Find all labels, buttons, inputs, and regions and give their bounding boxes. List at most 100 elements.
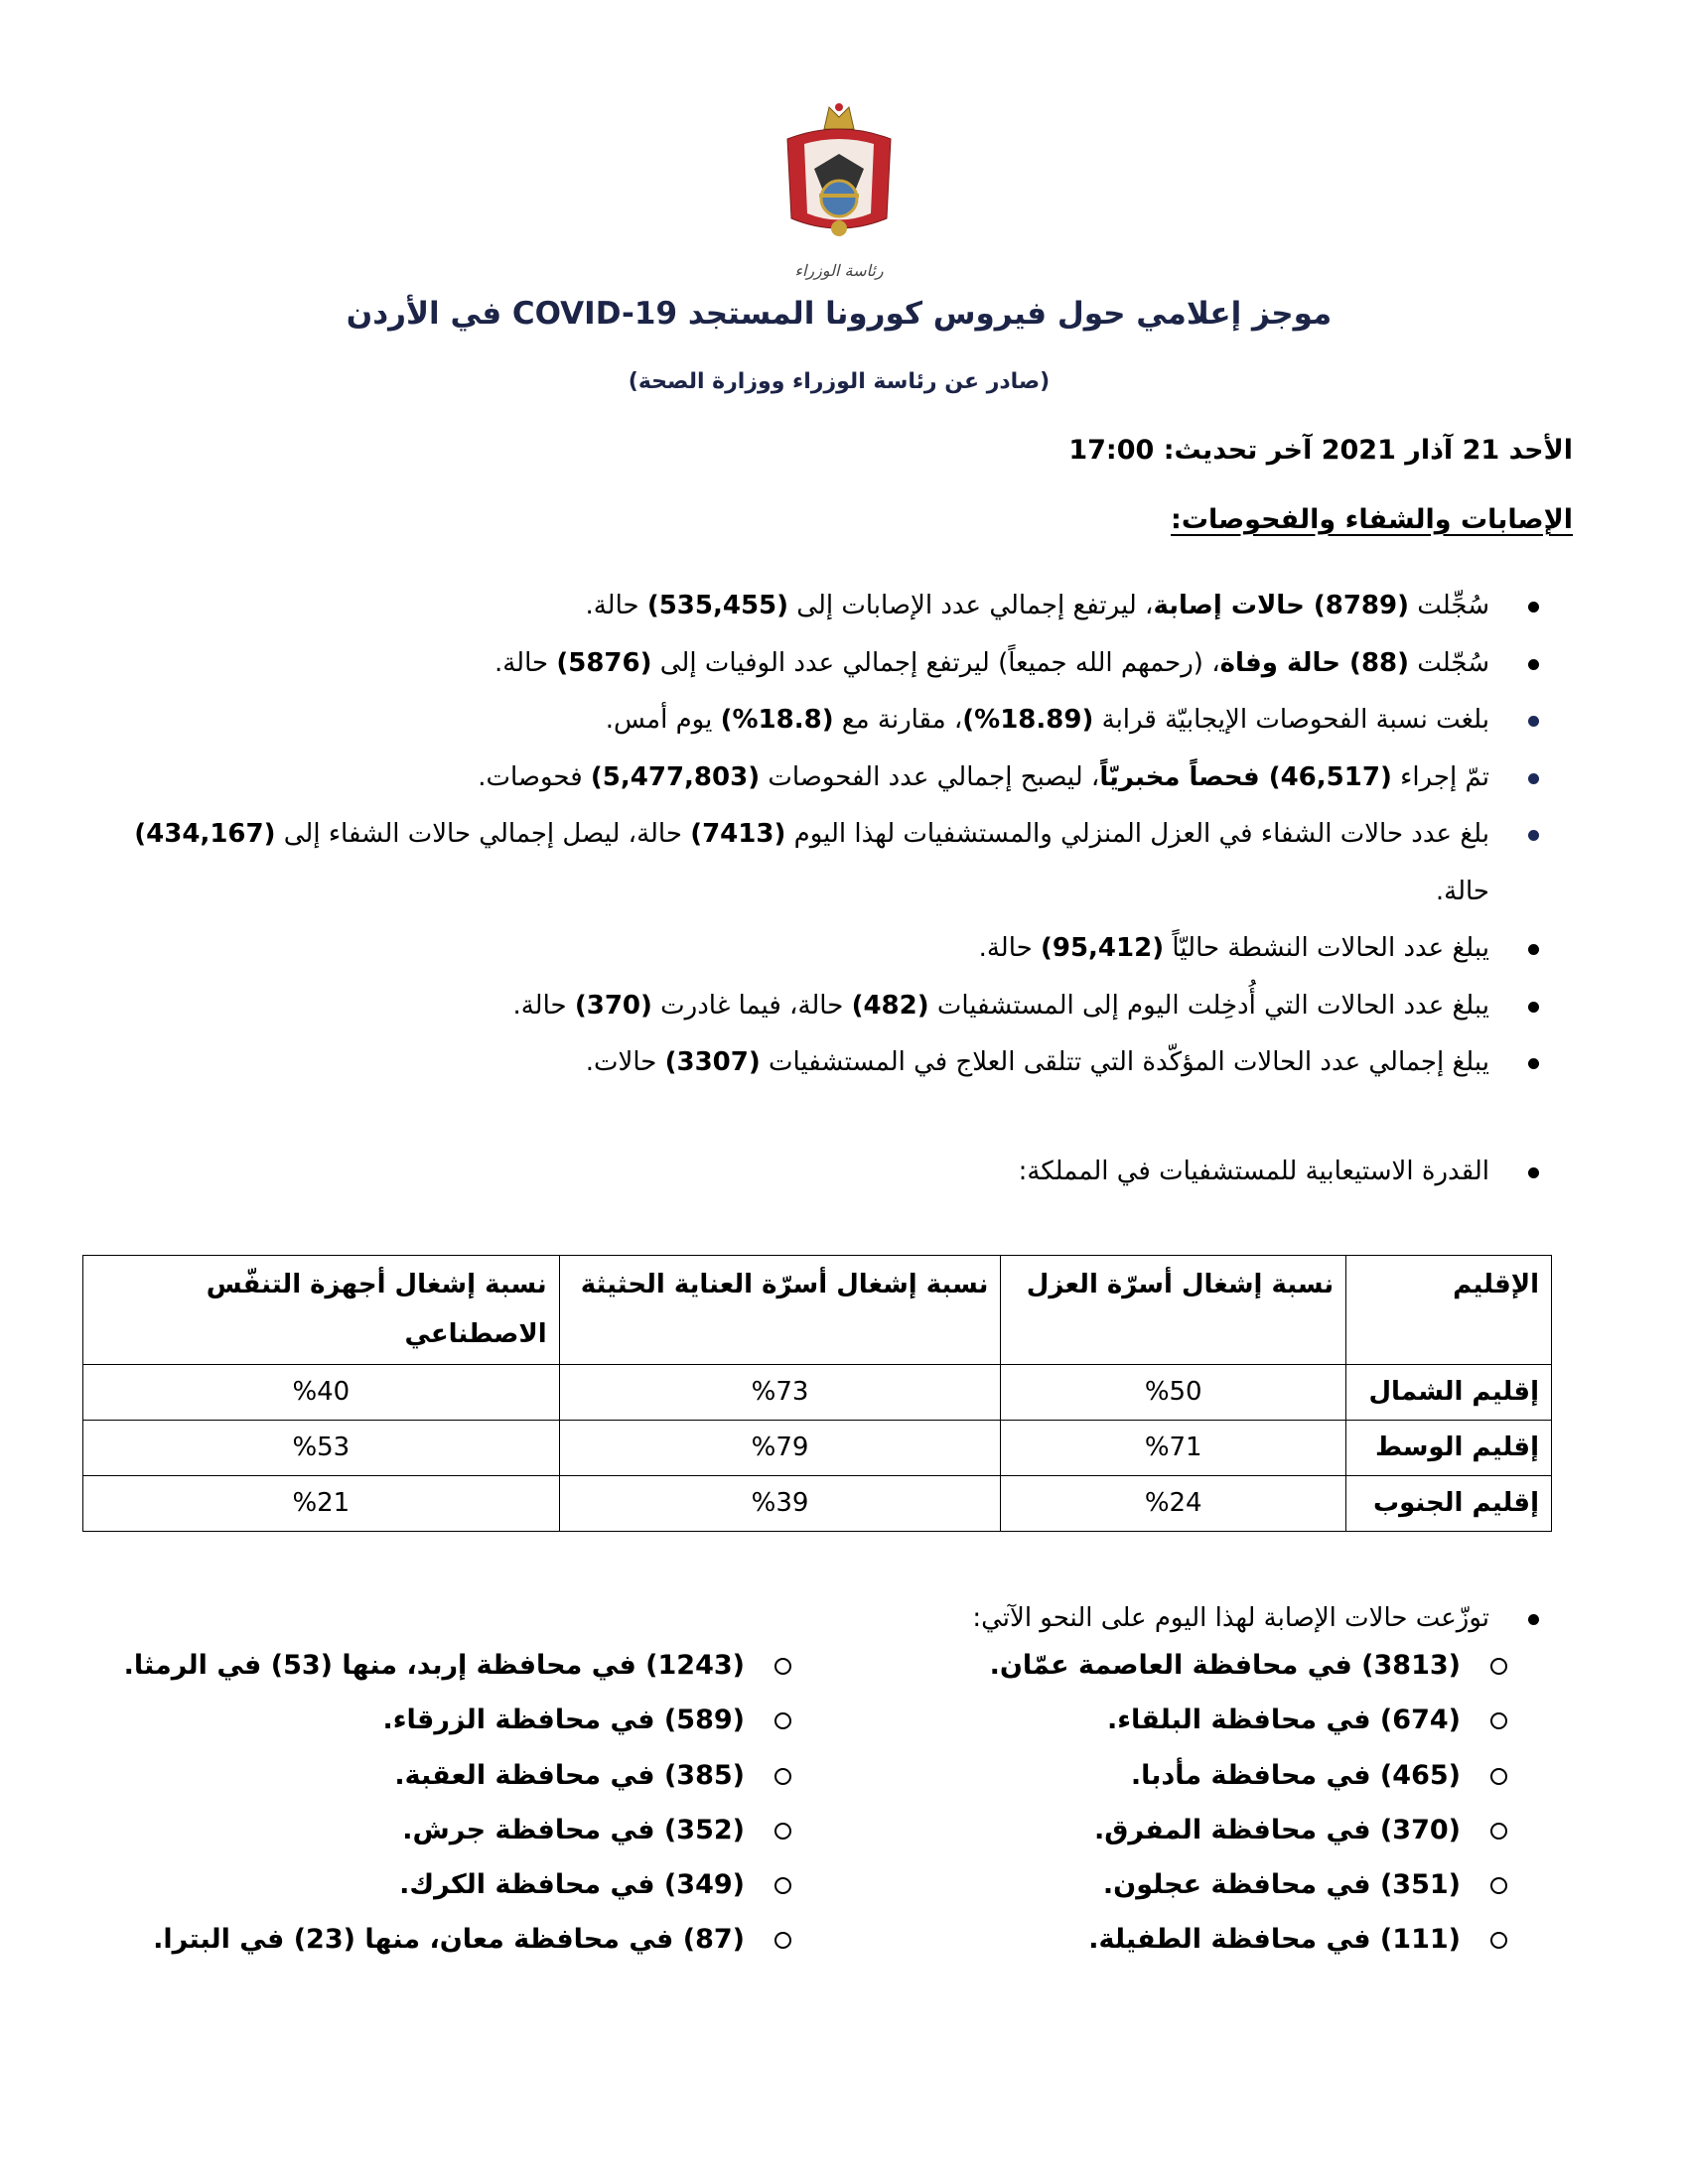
governorate-text: (349) في محافظة الكرك.	[399, 1869, 745, 1900]
text: يبلغ عدد الحالات التي أُدخِلت اليوم إلى …	[928, 990, 1489, 1021]
value: (8789) حالات إصابة	[1153, 591, 1410, 620]
text: حالة.	[493, 647, 557, 678]
distribution-list: توزّعت حالات الإصابة لهذا اليوم على النح…	[89, 1590, 1539, 1648]
text: حالة.	[512, 990, 575, 1021]
text: يبلغ إجمالي عدد الحالات المؤكّدة التي تت…	[760, 1047, 1489, 1077]
circle-bullet-icon	[1490, 1823, 1507, 1840]
governorate-item: (111) في محافظة الطفيلة.	[1088, 1924, 1507, 1955]
list-item: يبلغ إجمالي عدد الحالات المؤكّدة التي تت…	[89, 1034, 1539, 1092]
governorate-text: (87) في محافظة معان، منها (23) في البترا…	[153, 1924, 745, 1955]
table-row: إقليم الجنوب %24 %39 %21	[82, 1475, 1552, 1532]
cell: %39	[558, 1475, 1002, 1532]
text: حالة.	[978, 933, 1041, 963]
governorate-item: (1243) في محافظة إربد، منها (53) في الرم…	[124, 1650, 791, 1681]
page-title: موجز إعلامي حول فيروس كورونا المستجد COV…	[346, 296, 1333, 332]
page-subtitle: (صادر عن رئاسة الوزراء ووزارة الصحة)	[628, 369, 1051, 394]
value: (95,412)	[1040, 933, 1165, 963]
text: حالة.	[585, 591, 647, 620]
circle-bullet-icon	[774, 1823, 791, 1840]
governorate-text: (674) في محافظة البلقاء.	[1107, 1705, 1461, 1735]
governorate-text: (589) في محافظة الزرقاء.	[382, 1705, 745, 1735]
governorate-item: (465) في محافظة مأدبا.	[1131, 1760, 1507, 1791]
bullet-icon	[1528, 1167, 1539, 1178]
list-item: القدرة الاستيعابية للمستشفيات في المملكة…	[89, 1144, 1539, 1201]
table-row: إقليم الوسط %71 %79 %53	[82, 1420, 1552, 1476]
value: (88) حالة وفاة	[1219, 647, 1410, 678]
list-item: تمّ إجراء (46,517) فحصاً مخبريّاً، ليصبح…	[89, 750, 1539, 807]
list-item: بلغ عدد حالات الشفاء في العزل المنزلي وا…	[89, 806, 1539, 920]
governorate-item: (349) في محافظة الكرك.	[399, 1869, 791, 1900]
section-heading: الإصابات والشفاء والفحوصات:	[1171, 504, 1573, 535]
governorate-item: (674) في محافظة البلقاء.	[1107, 1705, 1507, 1735]
bullet-icon	[1528, 1614, 1539, 1625]
hospital-capacity-table: الإقليم نسبة إشغال أسرّة العزل نسبة إشغا…	[82, 1255, 1552, 1532]
capacity-list: القدرة الاستيعابية للمستشفيات في المملكة…	[89, 1144, 1539, 1201]
circle-bullet-icon	[1490, 1932, 1507, 1949]
circle-bullet-icon	[774, 1932, 791, 1949]
value: (46,517) فحصاً مخبريّاً	[1099, 761, 1392, 792]
text: يبلغ عدد الحالات النشطة حاليّاً	[1164, 933, 1489, 963]
governorate-text: (111) في محافظة الطفيلة.	[1088, 1924, 1461, 1955]
governorate-item: (385) في محافظة العقبة.	[394, 1760, 791, 1791]
text: ، مقارنة مع	[833, 705, 963, 735]
list-item: سُجّلت (88) حالة وفاة، (رحمهم الله جميعا…	[89, 635, 1539, 693]
text: ، (رحمهم الله جميعاً) ليرتفع إجمالي عدد …	[651, 647, 1220, 678]
cell: %53	[82, 1420, 560, 1476]
cell: %24	[1000, 1475, 1347, 1532]
list-item: سُجِّلت (8789) حالات إصابة، ليرتفع إجمال…	[89, 578, 1539, 635]
circle-bullet-icon	[1490, 1658, 1507, 1675]
capacity-label: القدرة الاستيعابية للمستشفيات في المملكة…	[1018, 1157, 1489, 1186]
region-cell: إقليم الجنوب	[1345, 1475, 1552, 1532]
governorate-text: (465) في محافظة مأدبا.	[1130, 1760, 1461, 1791]
value: (5876)	[556, 647, 652, 678]
text: بلغت نسبة الفحوصات الإيجابيّة قرابة	[1093, 705, 1489, 735]
circle-bullet-icon	[774, 1768, 791, 1785]
cell: %50	[1000, 1364, 1347, 1421]
cell: %40	[82, 1364, 560, 1421]
circle-bullet-icon	[774, 1712, 791, 1729]
text: تمّ إجراء	[1391, 761, 1489, 792]
dateline: الأحد 21 آذار 2021 آخر تحديث: 17:00	[1068, 435, 1573, 466]
text: ، ليرتفع إجمالي عدد الإصابات إلى	[788, 591, 1154, 620]
region-cell: إقليم الشمال	[1345, 1364, 1552, 1421]
region-cell: إقليم الوسط	[1345, 1420, 1552, 1476]
circle-bullet-icon	[1490, 1877, 1507, 1894]
bullet-icon	[1528, 716, 1539, 727]
logo-lettering: رئاسة الوزراء	[794, 261, 883, 280]
column-header: نسبة إشغال أسرّة العناية الحثيثة	[558, 1255, 1002, 1365]
text: يوم أمس.	[605, 705, 721, 735]
table-header-row: الإقليم نسبة إشغال أسرّة العزل نسبة إشغا…	[82, 1255, 1552, 1365]
column-header: نسبة إشغال أسرّة العزل	[1000, 1255, 1347, 1365]
text: فحوصات.	[478, 761, 591, 792]
bullet-icon	[1528, 602, 1539, 613]
stats-list: سُجِّلت (8789) حالات إصابة، ليرتفع إجمال…	[89, 578, 1539, 1092]
governorate-item: (3813) في محافظة العاصمة عمّان.	[990, 1650, 1507, 1681]
jordan-coat-of-arms-logo: رئاسة الوزراء	[786, 103, 892, 280]
value: (535,455)	[646, 591, 789, 620]
circle-bullet-icon	[774, 1877, 791, 1894]
governorate-text: (370) في محافظة المفرق.	[1093, 1815, 1461, 1845]
value: (434,167)	[134, 819, 276, 849]
value: (7413)	[690, 819, 786, 849]
governorate-text: (352) في محافظة جرش.	[402, 1815, 745, 1845]
value: (5,477,803)	[590, 761, 761, 792]
circle-bullet-icon	[1490, 1712, 1507, 1729]
bullet-icon	[1528, 944, 1539, 955]
value: (370)	[574, 990, 652, 1021]
circle-bullet-icon	[774, 1658, 791, 1675]
list-item: توزّعت حالات الإصابة لهذا اليوم على النح…	[89, 1590, 1539, 1648]
text: سُجِّلت	[1409, 591, 1489, 620]
text: حالات.	[585, 1047, 665, 1077]
column-header: الإقليم	[1345, 1255, 1552, 1365]
text: حالة، فيما غادرت	[651, 990, 852, 1021]
bullet-icon	[1528, 772, 1539, 784]
cell: %79	[558, 1420, 1002, 1476]
cell: %21	[82, 1475, 560, 1532]
cell: %71	[1000, 1420, 1347, 1476]
governorate-item: (351) في محافظة عجلون.	[1103, 1869, 1507, 1900]
text: سُجّلت	[1409, 647, 1489, 678]
bullet-icon	[1528, 1058, 1539, 1069]
cell: %73	[558, 1364, 1002, 1421]
value: (18.8%)	[720, 705, 834, 735]
value: (3307)	[664, 1047, 761, 1077]
